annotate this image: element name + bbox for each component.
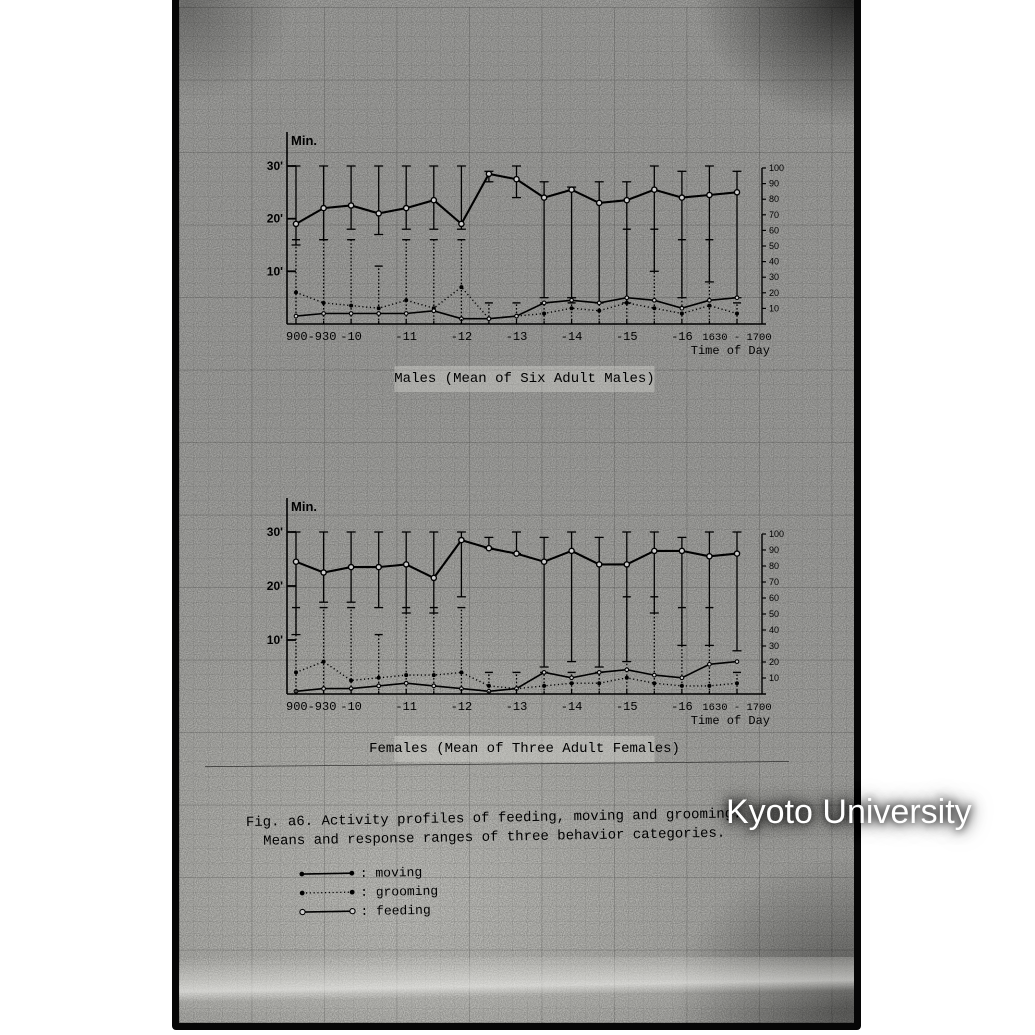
svg-text:Min.: Min. xyxy=(291,499,317,514)
svg-text:1630 - 1700: 1630 - 1700 xyxy=(702,702,771,714)
svg-text:Time of Day: Time of Day xyxy=(691,344,770,358)
svg-text:20: 20 xyxy=(769,657,779,667)
svg-text:-16: -16 xyxy=(671,330,693,344)
svg-text:10': 10' xyxy=(267,264,283,278)
svg-text:-12: -12 xyxy=(451,700,473,714)
svg-text:: grooming: : grooming xyxy=(360,884,438,900)
svg-text:Time of Day: Time of Day xyxy=(691,714,770,728)
svg-text:50: 50 xyxy=(769,241,779,251)
svg-text:1630 - 1700: 1630 - 1700 xyxy=(702,332,771,344)
svg-text:-11: -11 xyxy=(395,330,417,344)
svg-text:30': 30' xyxy=(267,525,283,539)
svg-text:30: 30 xyxy=(769,641,779,651)
svg-text:Min.: Min. xyxy=(291,133,317,148)
svg-text:60: 60 xyxy=(769,225,779,235)
svg-text:20': 20' xyxy=(267,579,283,593)
svg-text:-14: -14 xyxy=(561,700,583,714)
svg-text:900-930: 900-930 xyxy=(286,330,336,344)
svg-text:30': 30' xyxy=(267,159,283,173)
svg-text:50: 50 xyxy=(769,609,779,619)
svg-text:-13: -13 xyxy=(506,330,528,344)
svg-text:80: 80 xyxy=(769,561,779,571)
svg-text:-11: -11 xyxy=(395,700,417,714)
svg-text:70: 70 xyxy=(769,577,779,587)
svg-text:30: 30 xyxy=(769,272,779,282)
svg-text:100: 100 xyxy=(769,529,784,539)
svg-text:Males (Mean of Six Adult Males: Males (Mean of Six Adult Males) xyxy=(394,371,654,387)
svg-text:-15: -15 xyxy=(616,330,638,344)
svg-text:70: 70 xyxy=(769,210,779,220)
svg-text:20': 20' xyxy=(267,212,283,226)
svg-text:10: 10 xyxy=(769,673,779,683)
svg-text:: moving: : moving xyxy=(360,865,423,881)
svg-text:60: 60 xyxy=(769,593,779,603)
svg-text:40: 40 xyxy=(769,257,779,267)
svg-text:-15: -15 xyxy=(616,700,638,714)
svg-text:40: 40 xyxy=(769,625,779,635)
svg-text:Females (Mean of Three Adult F: Females (Mean of Three Adult Females) xyxy=(369,741,680,757)
svg-text:100: 100 xyxy=(769,163,784,173)
svg-text:90: 90 xyxy=(769,179,779,189)
svg-text:900-930: 900-930 xyxy=(286,700,336,714)
svg-text:-10: -10 xyxy=(340,330,362,344)
svg-text:20: 20 xyxy=(769,288,779,298)
svg-text:-13: -13 xyxy=(506,700,528,714)
svg-text:10: 10 xyxy=(769,303,779,313)
svg-text:10': 10' xyxy=(267,633,283,647)
svg-text:90: 90 xyxy=(769,545,779,555)
svg-text:-14: -14 xyxy=(561,330,583,344)
svg-text:-12: -12 xyxy=(451,330,473,344)
svg-text:-16: -16 xyxy=(671,700,693,714)
svg-text:: feeding: : feeding xyxy=(360,903,430,919)
svg-text:80: 80 xyxy=(769,194,779,204)
svg-text:-10: -10 xyxy=(340,700,362,714)
